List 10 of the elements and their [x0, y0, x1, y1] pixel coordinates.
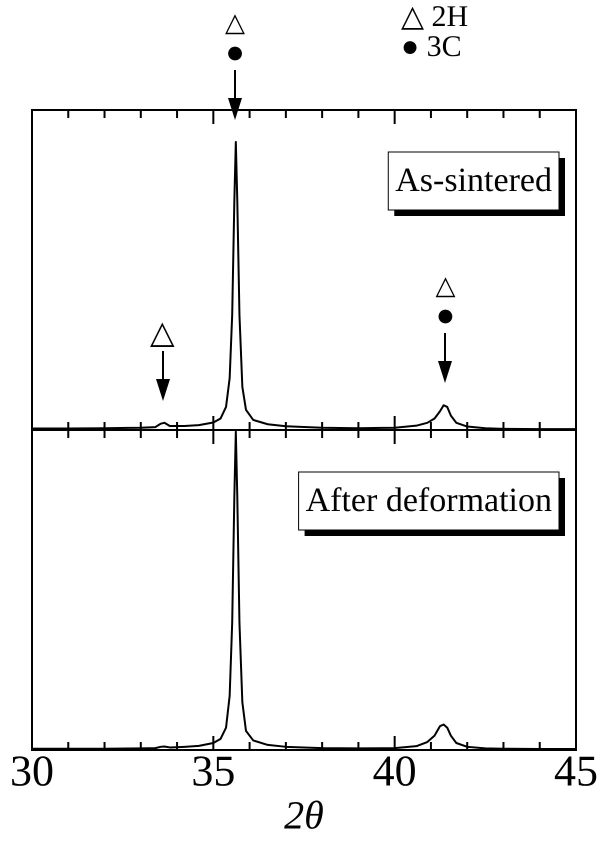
x-tick-label: 35	[191, 746, 236, 796]
x-tick-label: 30	[10, 746, 54, 796]
annotation: △	[150, 314, 176, 350]
x-tick-label: 45	[554, 746, 598, 796]
annotation: △ ●	[435, 271, 456, 333]
x-tick-label: 40	[372, 746, 417, 796]
text: After deformation	[306, 482, 552, 519]
text: As-sintered	[395, 162, 552, 199]
x-axis-title: 2θ	[284, 792, 324, 838]
annotation: △ ●	[225, 8, 246, 70]
